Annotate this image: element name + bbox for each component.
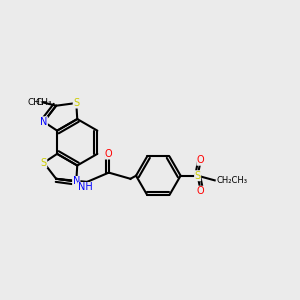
Text: S: S [195, 171, 201, 181]
Text: CH₃: CH₃ [35, 98, 52, 107]
Text: S: S [73, 98, 79, 108]
Text: N: N [73, 176, 80, 187]
Text: O: O [105, 149, 112, 159]
Text: O: O [197, 186, 205, 196]
Text: N: N [40, 117, 47, 127]
Text: NH: NH [78, 182, 93, 193]
Text: O: O [197, 155, 205, 165]
Text: CH₂CH₃: CH₂CH₃ [216, 176, 247, 185]
Text: CH₃: CH₃ [28, 98, 44, 107]
Text: S: S [41, 158, 47, 168]
